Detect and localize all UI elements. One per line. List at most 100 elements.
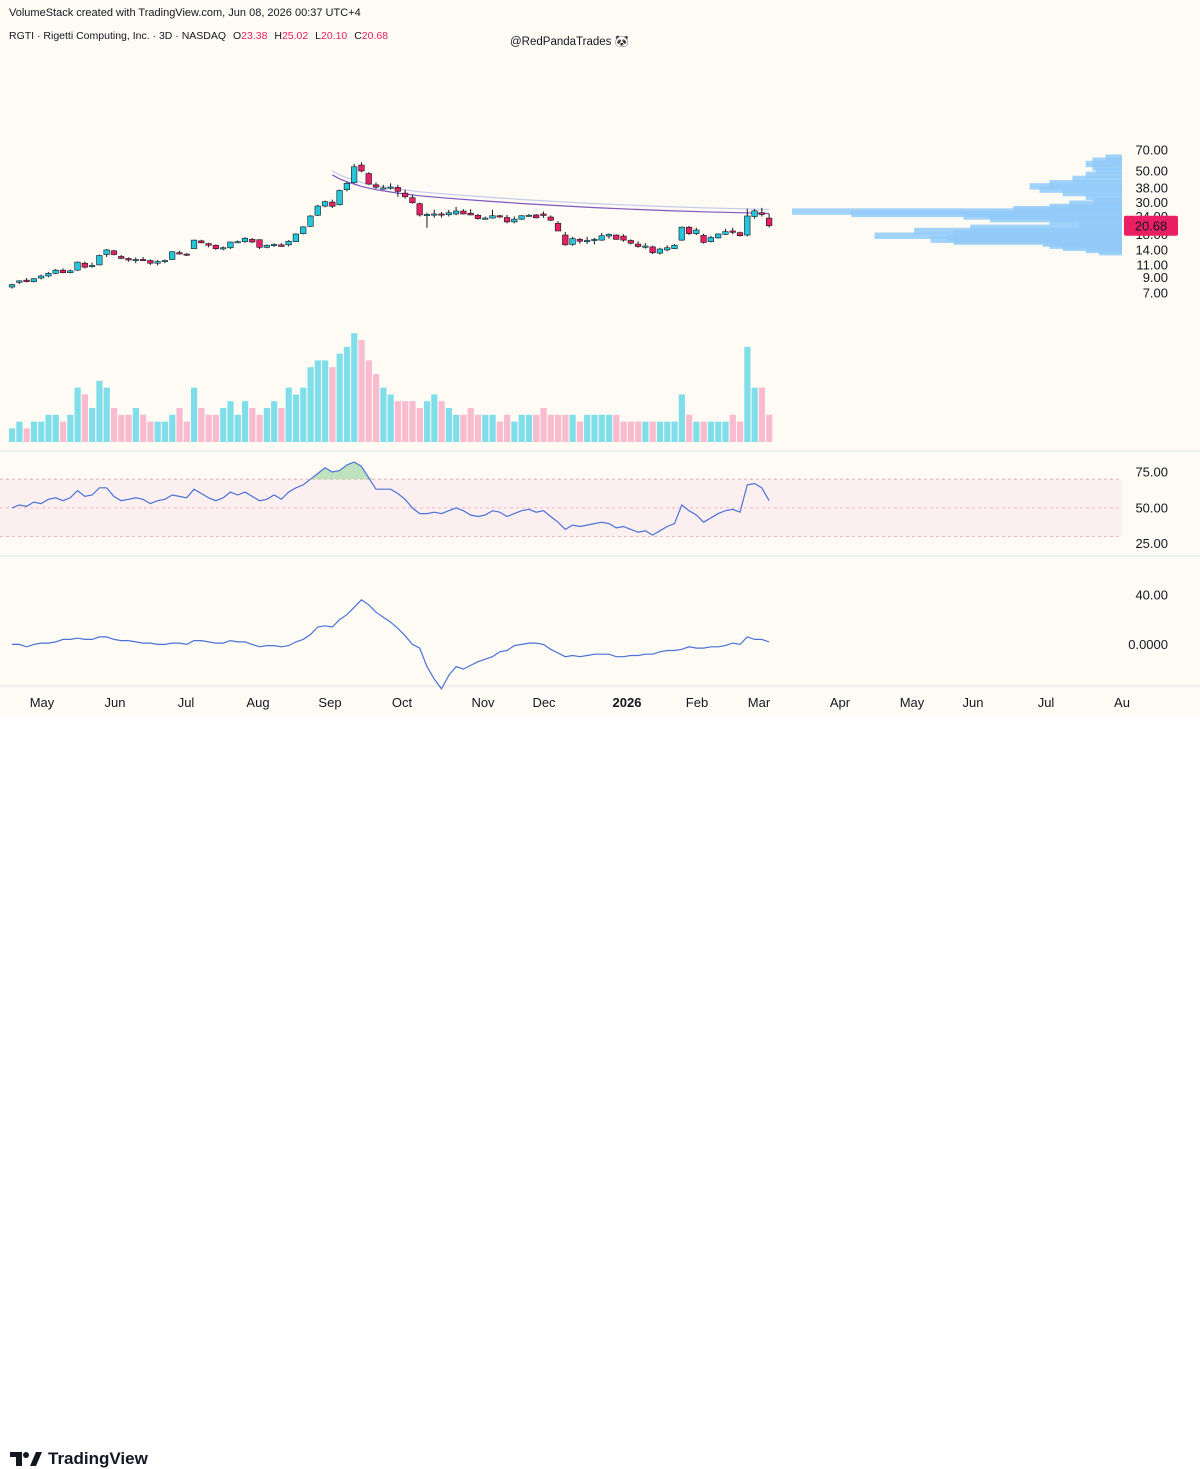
volume-profile-bar xyxy=(1062,189,1122,197)
symbol-legend: RGTI · Rigetti Computing, Inc. · 3D · NA… xyxy=(9,30,388,42)
volume-profile xyxy=(792,154,1122,256)
time-axis-label: Apr xyxy=(830,695,851,710)
candle-body xyxy=(744,215,751,236)
volume-bar xyxy=(766,414,773,442)
candle-body xyxy=(45,273,52,277)
candle xyxy=(700,233,707,244)
candle-body xyxy=(358,164,365,172)
candle-body xyxy=(365,173,372,185)
moving-average-line xyxy=(332,174,770,215)
volume-bar xyxy=(205,414,212,442)
chart-area[interactable]: VolumeStack created with TradingView.com… xyxy=(0,0,1200,768)
volume-bar xyxy=(605,414,613,442)
last-price-label: 20.68 xyxy=(1135,219,1168,234)
volume-bar xyxy=(591,414,598,442)
candle xyxy=(278,243,285,247)
candle-body xyxy=(169,251,176,260)
candle-body xyxy=(736,232,744,237)
volume-bar xyxy=(423,401,431,442)
candle-body xyxy=(300,226,307,234)
candle xyxy=(584,236,591,245)
tradingview-logo[interactable]: TradingView xyxy=(10,1449,148,1469)
time-axis-label: Nov xyxy=(471,695,495,710)
volume-bar xyxy=(23,428,30,442)
candle xyxy=(554,221,562,232)
candle xyxy=(372,182,380,189)
candle xyxy=(212,244,219,250)
volume-bar xyxy=(438,401,445,442)
candle xyxy=(198,239,205,244)
candle xyxy=(474,213,482,220)
candle xyxy=(74,261,81,271)
candle xyxy=(496,214,503,218)
candle-body xyxy=(394,187,401,192)
candle-body xyxy=(147,260,154,264)
price-chart[interactable]: 70.0050.0038.0030.0024.0018.0014.0011.00… xyxy=(0,0,1200,716)
time-axis: May Jun Jul Aug Sep Oct Nov Dec 2026 Feb Mar Apr May… xyxy=(30,695,1130,710)
price-axis-label: 38.00 xyxy=(1135,181,1168,196)
volume-bar xyxy=(198,408,205,442)
candle xyxy=(547,215,554,222)
footer: TradingView xyxy=(0,716,1200,1468)
rsi-axis-label: 25.00 xyxy=(1135,536,1168,551)
price-axis-label: 7.00 xyxy=(1143,285,1168,300)
candle xyxy=(183,253,190,256)
candle-body xyxy=(591,239,598,241)
volume-bar xyxy=(540,408,547,442)
candle-body xyxy=(693,229,700,234)
candle xyxy=(445,209,452,217)
candle-body xyxy=(23,279,30,282)
volume-bar xyxy=(751,387,758,442)
volume-bar xyxy=(547,414,554,442)
volume-bar xyxy=(351,333,358,442)
candle xyxy=(52,268,59,274)
volume-bar xyxy=(16,421,23,442)
volume-bar xyxy=(402,401,409,442)
volume-bar xyxy=(59,421,67,442)
candle xyxy=(707,235,714,243)
candle-body xyxy=(96,255,103,266)
candle-body xyxy=(52,269,59,274)
candle-body xyxy=(584,240,591,242)
volume-bar xyxy=(584,414,591,442)
candle-body xyxy=(351,166,358,183)
candle xyxy=(125,257,132,262)
open-label: O xyxy=(232,30,242,42)
volume-bars xyxy=(9,333,773,442)
candle-body xyxy=(511,218,518,223)
candle-body xyxy=(496,215,503,218)
volume-bar xyxy=(482,414,489,442)
candle-body xyxy=(576,239,583,242)
candle xyxy=(365,172,372,185)
candle-body xyxy=(190,239,198,249)
candle xyxy=(598,232,605,241)
candle-body xyxy=(118,256,125,259)
candle xyxy=(176,250,183,255)
candle xyxy=(351,163,358,184)
candle-body xyxy=(380,187,387,190)
candle xyxy=(118,255,125,259)
candle-body xyxy=(249,239,256,243)
candle xyxy=(620,234,627,242)
volume-bar xyxy=(227,401,234,442)
candle-body xyxy=(685,226,693,234)
low-label: L xyxy=(315,30,321,42)
candle xyxy=(38,274,45,280)
candle xyxy=(59,268,67,274)
volume-bar xyxy=(329,367,336,442)
volume-bar xyxy=(147,421,154,442)
volume-bar xyxy=(729,414,736,442)
candle-body xyxy=(649,246,656,253)
volume-profile-bar xyxy=(1092,157,1122,164)
candle-body xyxy=(613,234,620,240)
candle xyxy=(234,240,241,244)
candle xyxy=(249,237,256,243)
chart-header: VolumeStack created with TradingView.com… xyxy=(9,7,361,19)
time-axis-label: Oct xyxy=(392,695,413,710)
candle-body xyxy=(620,235,627,241)
candle-body xyxy=(467,212,474,216)
volume-bar xyxy=(271,401,278,442)
candle xyxy=(576,237,583,244)
candle xyxy=(540,211,547,218)
candle-body xyxy=(314,205,321,216)
